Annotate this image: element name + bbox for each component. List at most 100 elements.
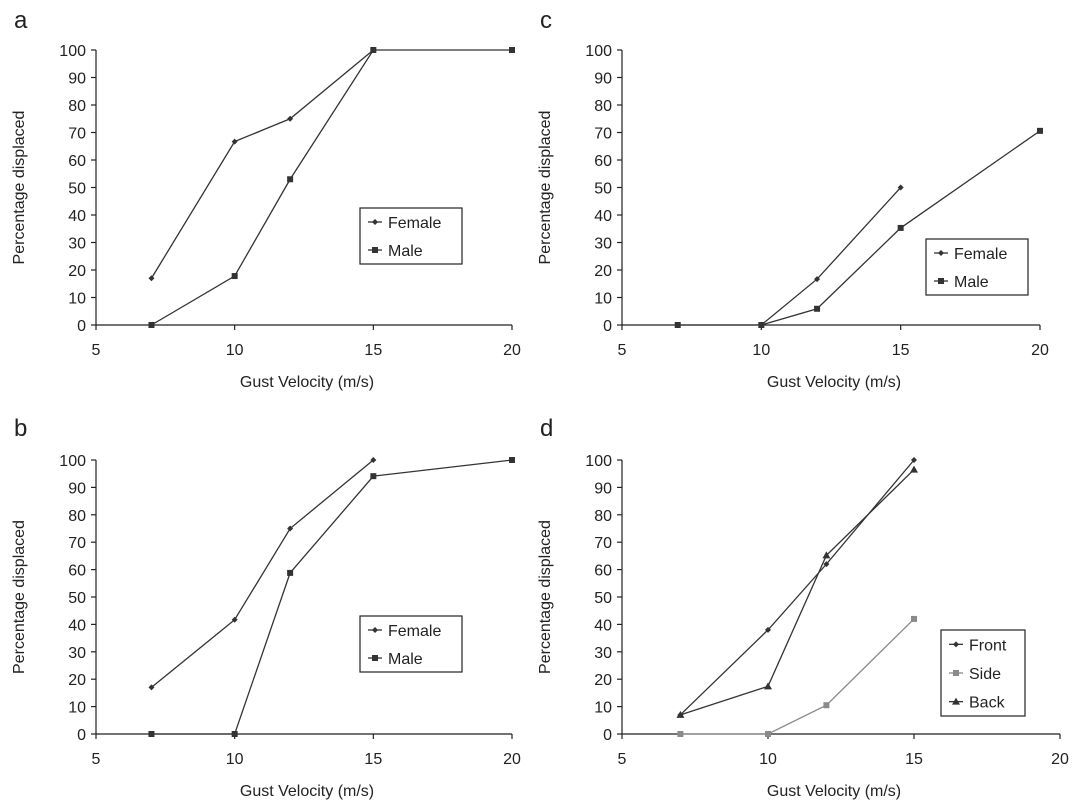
y-tick-label: 70	[594, 126, 612, 143]
series-line	[678, 131, 1040, 325]
legend: Female Male	[360, 208, 462, 264]
data-point	[814, 306, 820, 312]
series-front	[677, 457, 917, 718]
x-tick-label: 10	[226, 342, 244, 359]
panel-label: c	[540, 7, 552, 34]
x-tick-label: 5	[92, 751, 101, 768]
x-tick-label: 10	[759, 751, 777, 768]
data-point	[823, 702, 829, 708]
legend-label: Front	[969, 637, 1007, 654]
y-tick-label: 40	[594, 208, 612, 225]
legend-label: Male	[388, 243, 423, 260]
y-tick-label: 20	[594, 672, 612, 689]
y-tick-label: 20	[68, 263, 86, 280]
y-tick-label: 80	[594, 508, 612, 525]
y-tick-label: 60	[594, 153, 612, 170]
legend: Front Side Back	[941, 630, 1025, 716]
y-tick-label: 100	[585, 453, 612, 470]
panel-a: a 0 10 20 30 40 50 60 70 80 90 100 5 10 15 20 Gust Veloc…	[11, 7, 521, 391]
x-tick-label: 15	[364, 342, 382, 359]
series-female	[148, 47, 376, 281]
series-male	[148, 457, 515, 737]
x-tick-label: 5	[618, 751, 627, 768]
x-tick-label: 20	[1031, 342, 1049, 359]
panel-label: a	[14, 7, 28, 34]
data-point	[148, 731, 154, 737]
series-male	[148, 47, 515, 328]
y-tick-label: 0	[603, 318, 612, 335]
y-tick-label: 60	[68, 563, 86, 580]
y-tick-label: 90	[594, 71, 612, 88]
y-tick-label: 80	[68, 98, 86, 115]
y-tick-label: 0	[603, 727, 612, 744]
data-point	[675, 322, 681, 328]
y-tick-label: 10	[68, 291, 86, 308]
data-point	[509, 47, 515, 53]
series-line	[761, 188, 900, 326]
x-tick-label: 20	[503, 751, 521, 768]
y-tick-label: 10	[594, 700, 612, 717]
panel-b: b 0 10 20 30 40 50 60 70 80 90 100 5 10 15 20 Gust Veloc…	[11, 415, 521, 800]
series-line	[151, 50, 512, 325]
data-point	[148, 322, 154, 328]
x-tick-label: 10	[752, 342, 770, 359]
series-back	[676, 466, 918, 718]
panel-d: d 0 10 20 30 40 50 60 70 80 90 100 5 10 15 20 Gust Veloc…	[537, 415, 1069, 800]
y-tick-label: 70	[594, 535, 612, 552]
y-tick-label: 50	[68, 181, 86, 198]
x-axis-label: Gust Velocity (m/s)	[240, 783, 374, 800]
series-line	[151, 50, 373, 278]
data-point	[677, 731, 683, 737]
legend-marker	[372, 247, 378, 253]
y-axis-label: Percentage displaced	[11, 520, 28, 674]
y-tick-label: 60	[68, 153, 86, 170]
series-male	[675, 128, 1043, 328]
data-point	[910, 466, 918, 473]
y-tick-label: 100	[585, 43, 612, 60]
data-point	[232, 139, 238, 145]
data-point	[232, 273, 238, 279]
x-tick-label: 10	[226, 751, 244, 768]
data-point	[370, 47, 376, 53]
panel-c: c 0 10 20 30 40 50 60 70 80 90 100 5 10 15 20 Gust Veloc…	[537, 7, 1049, 391]
data-point	[764, 682, 772, 689]
x-tick-label: 5	[92, 342, 101, 359]
legend-marker	[953, 670, 959, 676]
legend-marker	[938, 278, 944, 284]
legend-label: Female	[388, 215, 441, 232]
legend: Female Male	[926, 239, 1028, 295]
y-tick-label: 90	[68, 71, 86, 88]
y-tick-label: 10	[594, 291, 612, 308]
y-tick-label: 30	[594, 236, 612, 253]
panel-label: d	[540, 415, 553, 442]
y-tick-label: 70	[68, 126, 86, 143]
legend-label: Female	[954, 246, 1007, 263]
series-side	[677, 616, 917, 737]
series-line	[680, 619, 914, 734]
x-axis-label: Gust Velocity (m/s)	[240, 374, 374, 391]
y-tick-label: 100	[59, 453, 86, 470]
y-tick-label: 40	[68, 617, 86, 634]
y-tick-label: 80	[594, 98, 612, 115]
y-tick-label: 30	[68, 645, 86, 662]
x-axis-label: Gust Velocity (m/s)	[767, 783, 901, 800]
legend: Female Male	[360, 616, 462, 672]
y-tick-label: 30	[68, 236, 86, 253]
y-tick-label: 40	[594, 617, 612, 634]
data-point	[370, 473, 376, 479]
data-point	[765, 731, 771, 737]
data-point	[232, 731, 238, 737]
y-tick-label: 20	[68, 672, 86, 689]
data-point	[148, 275, 154, 281]
y-axis-label: Percentage displaced	[537, 520, 554, 674]
y-tick-label: 10	[68, 700, 86, 717]
y-tick-label: 80	[68, 508, 86, 525]
y-tick-label: 40	[68, 208, 86, 225]
y-tick-label: 100	[59, 43, 86, 60]
x-tick-label: 15	[892, 342, 910, 359]
y-tick-label: 60	[594, 563, 612, 580]
series-line	[680, 470, 914, 715]
data-point	[758, 322, 764, 328]
x-tick-label: 20	[503, 342, 521, 359]
